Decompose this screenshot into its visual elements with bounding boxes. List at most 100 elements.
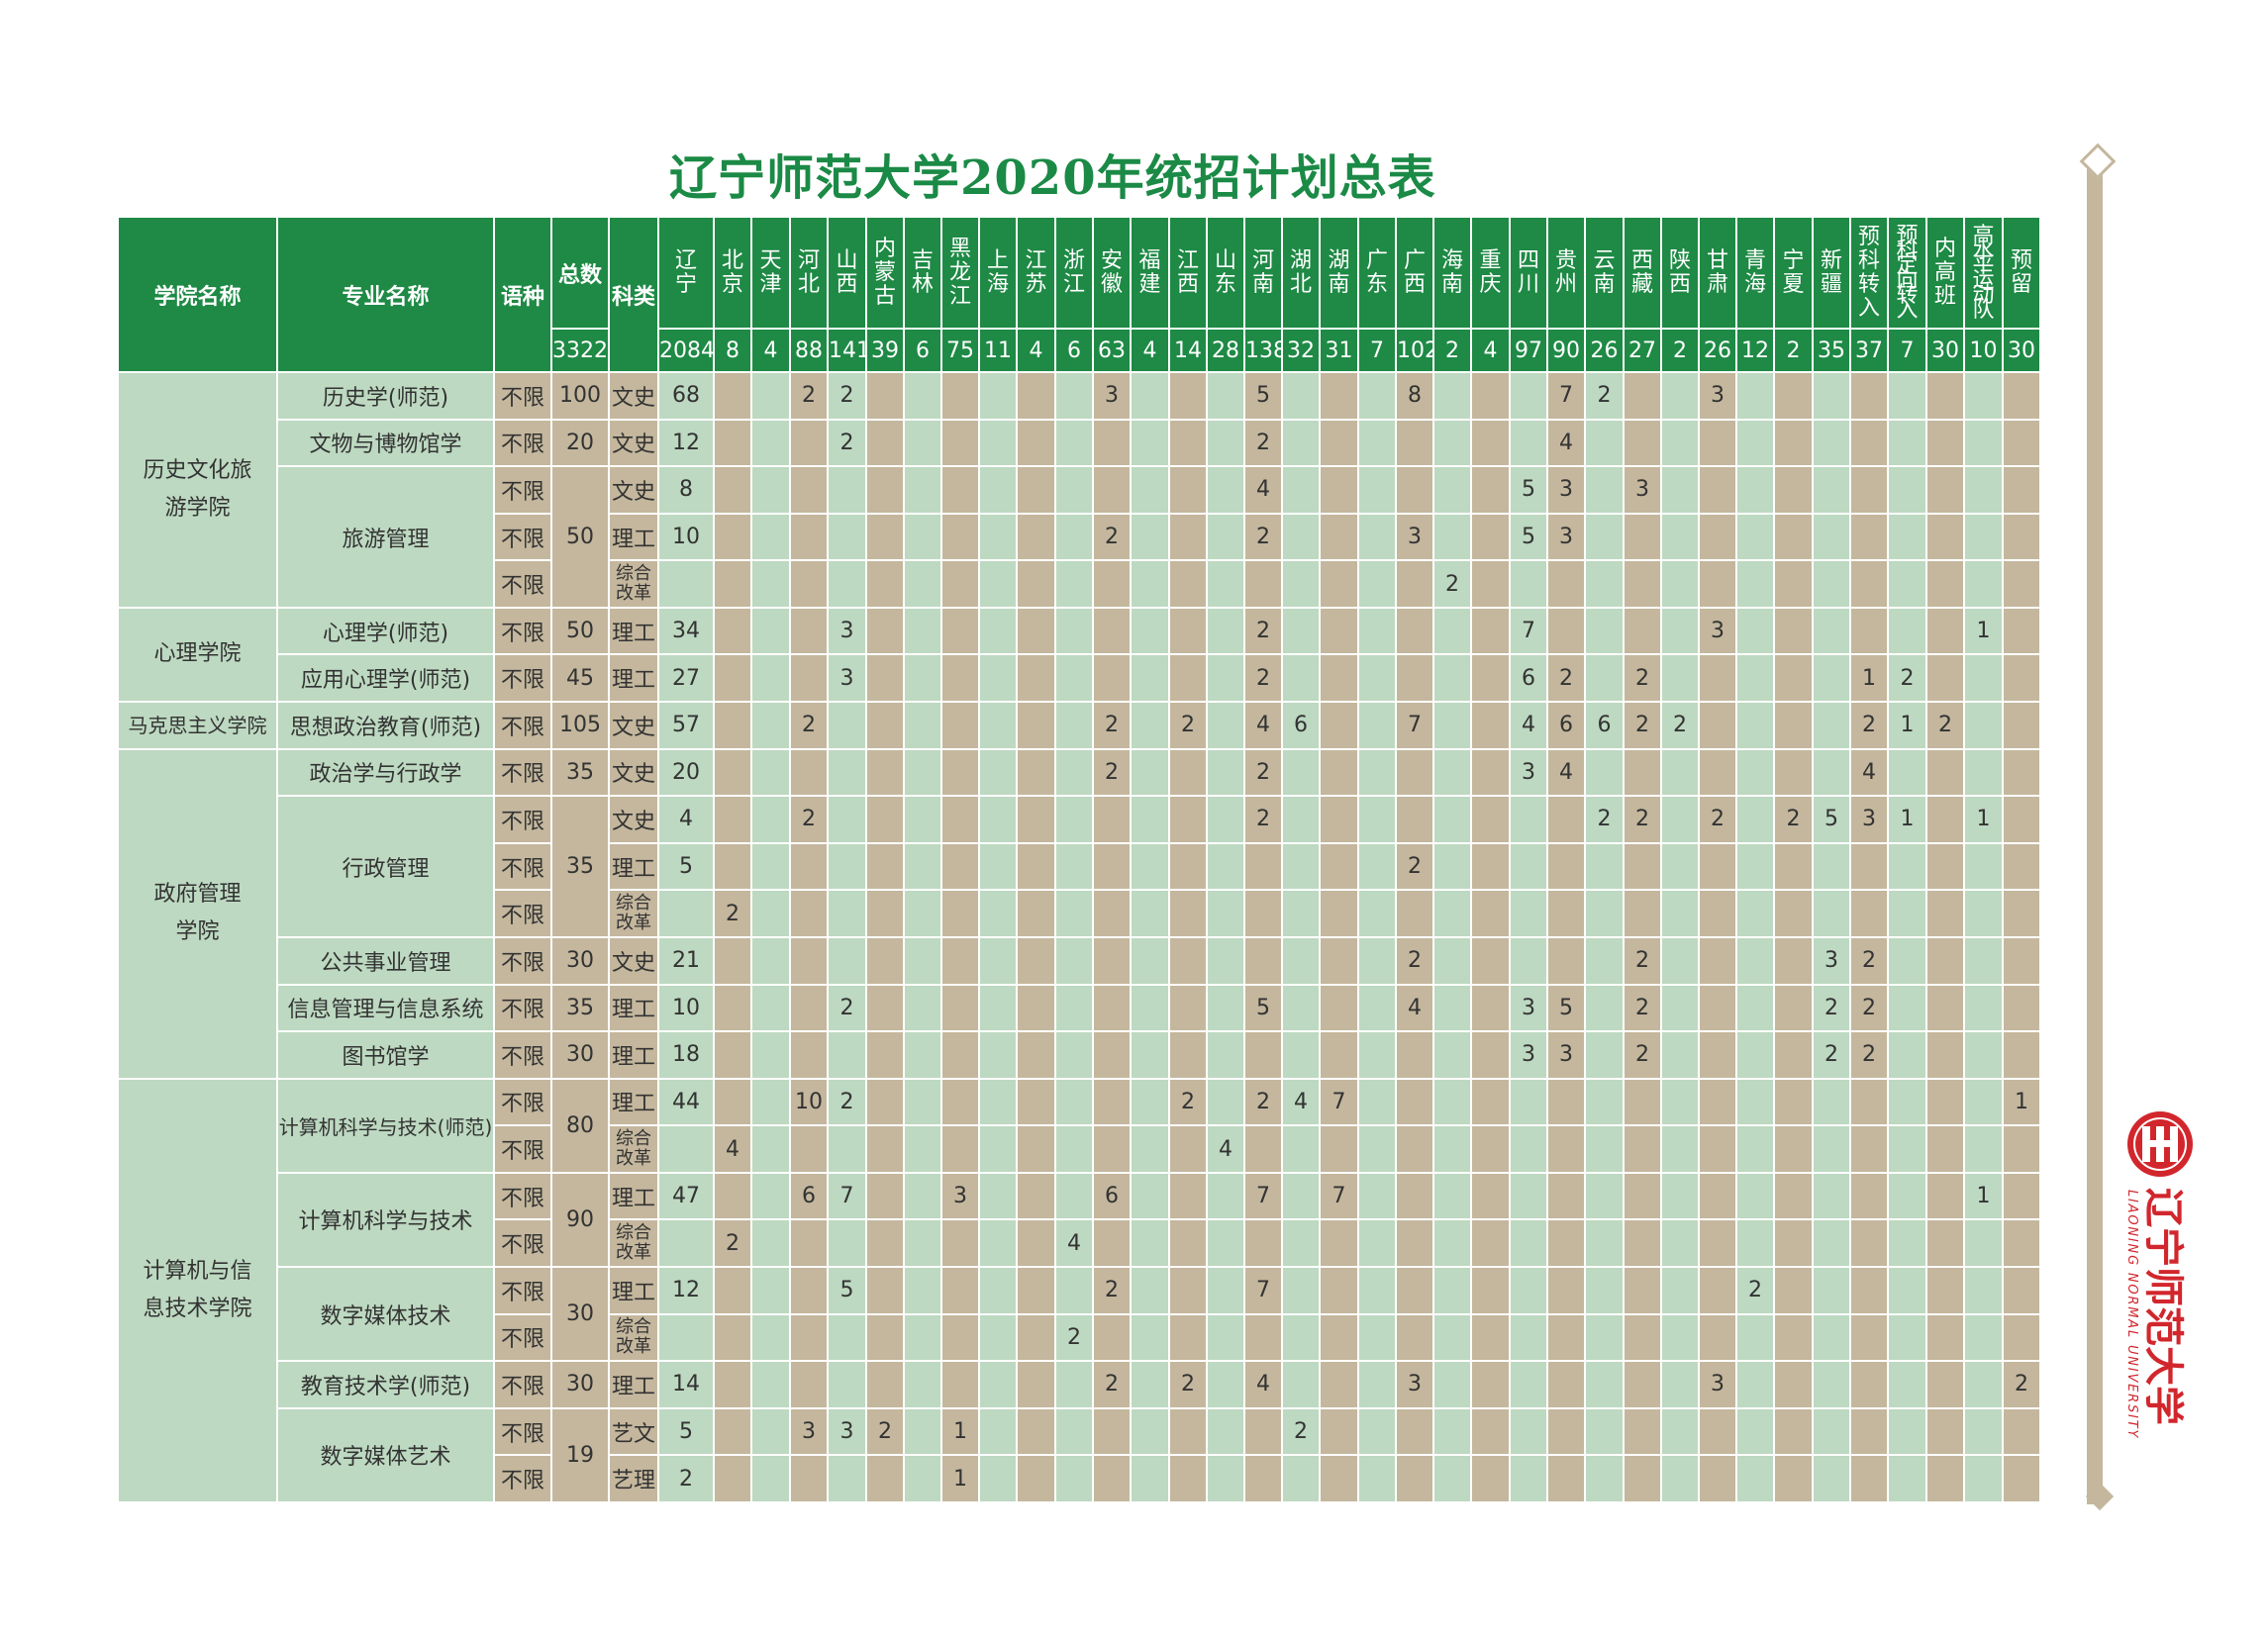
quota-cell (713, 1406, 752, 1457)
quota-cell (1812, 606, 1851, 656)
major-total: 30 (550, 1265, 610, 1363)
quota-cell: 2 (1623, 983, 1662, 1033)
quota-cell (2002, 606, 2041, 656)
lang-cell: 不限 (493, 1454, 552, 1503)
quota-cell (1243, 559, 1283, 609)
quota-cell (978, 701, 1018, 750)
quota-cell (1092, 465, 1132, 515)
quota-cell (1206, 1360, 1245, 1409)
major-name: 数字媒体技术 (276, 1265, 495, 1363)
quota-cell (2002, 747, 2041, 798)
quota-cell (940, 653, 980, 704)
quota-cell (1735, 1077, 1775, 1127)
quota-cell (1168, 653, 1208, 704)
quota-cell (1963, 418, 2004, 468)
quota-cell (1623, 1171, 1662, 1221)
quota-cell (713, 559, 752, 609)
quota-cell (1773, 1406, 1814, 1457)
quota-cell (1773, 935, 1814, 986)
quota-cell (1243, 935, 1283, 986)
quota-cell: 2 (827, 371, 867, 421)
subject-cell: 理工 (608, 983, 659, 1033)
quota-cell: 7 (827, 1171, 867, 1221)
quota-cell (789, 1454, 829, 1503)
quota-cell (1925, 795, 1965, 844)
quota-cell: 2 (1849, 701, 1889, 750)
quota-cell (1773, 418, 1814, 468)
quota-cell: 4 (1546, 747, 1586, 798)
quota-cell (865, 653, 905, 704)
quota-cell (978, 653, 1018, 704)
quota-cell (1470, 1360, 1511, 1409)
quota-cell (1470, 418, 1511, 468)
quota-cell (1698, 889, 1737, 938)
quota-cell (1812, 1454, 1851, 1503)
header-province-total: 7 (1887, 328, 1927, 373)
quota-cell: 7 (1243, 1265, 1283, 1315)
quota-cell (1812, 747, 1851, 798)
quota-cell (1016, 1124, 1056, 1174)
quota-cell (1735, 1312, 1775, 1363)
quota-cell (1812, 1171, 1851, 1221)
header-college: 学院名称 (117, 216, 278, 373)
quota-cell: 5 (657, 841, 715, 892)
quota-cell: 2 (1054, 1312, 1094, 1363)
quota-cell (1016, 1360, 1056, 1409)
quota-cell (789, 606, 829, 656)
quota-cell (1054, 1265, 1094, 1315)
quota-cell (1206, 606, 1245, 656)
header-province-total: 97 (1509, 328, 1548, 373)
quota-cell (1623, 1360, 1662, 1409)
quota-cell (1660, 606, 1700, 656)
quota-cell (1849, 1360, 1889, 1409)
quota-cell (903, 1171, 942, 1221)
header-province-total: 11 (978, 328, 1018, 373)
lang-cell: 不限 (493, 747, 552, 798)
quota-cell (1698, 1077, 1737, 1127)
quota-cell (750, 1406, 791, 1457)
quota-cell (1432, 1312, 1472, 1363)
quota-cell (657, 1312, 715, 1363)
quota-cell (1812, 1077, 1851, 1127)
quota-cell: 2 (1812, 983, 1851, 1033)
quota-cell (789, 1030, 829, 1080)
quota-cell (903, 1124, 942, 1174)
header-province-total: 88 (789, 328, 829, 373)
quota-cell: 20 (657, 747, 715, 798)
quota-cell (1925, 1360, 1965, 1409)
quota-cell (1623, 1454, 1662, 1503)
quota-cell (865, 795, 905, 844)
quota-cell (940, 1124, 980, 1174)
enrollment-plan-table: 学院名称 专业名称 语种 总数 科类辽宁北京天津河北山西内蒙古吉林黑龙江上海江苏浙江安徽… (117, 216, 2041, 1504)
major-total: 20 (550, 418, 610, 468)
quota-cell (1357, 606, 1397, 656)
subject-cell: 综合 改革 (608, 1218, 659, 1268)
header-province: 广西 (1395, 216, 1434, 330)
quota-cell (2002, 1312, 2041, 1363)
quota-cell (1130, 841, 1170, 892)
quota-cell (1168, 1171, 1208, 1221)
quota-cell (1130, 512, 1170, 562)
quota-cell (1887, 606, 1927, 656)
quota-cell (1357, 1360, 1397, 1409)
quota-cell (978, 841, 1018, 892)
quota-cell: 1 (940, 1454, 980, 1503)
quota-cell: 2 (1243, 512, 1283, 562)
quota-cell: 10 (657, 983, 715, 1033)
subject-cell: 理工 (608, 1030, 659, 1080)
quota-cell (1509, 889, 1548, 938)
quota-cell (1130, 1312, 1170, 1363)
quota-cell (1925, 1077, 1965, 1127)
quota-cell (1054, 1360, 1094, 1409)
quota-cell (1470, 1406, 1511, 1457)
quota-cell (1773, 559, 1814, 609)
major-name: 数字媒体艺术 (276, 1406, 495, 1504)
quota-cell (1432, 653, 1472, 704)
subject-cell: 文史 (608, 747, 659, 798)
quota-cell (1470, 465, 1511, 515)
quota-cell (1432, 889, 1472, 938)
lang-cell: 不限 (493, 1312, 552, 1363)
quota-cell: 3 (827, 1406, 867, 1457)
quota-cell (1092, 559, 1132, 609)
subject-cell: 文史 (608, 701, 659, 750)
